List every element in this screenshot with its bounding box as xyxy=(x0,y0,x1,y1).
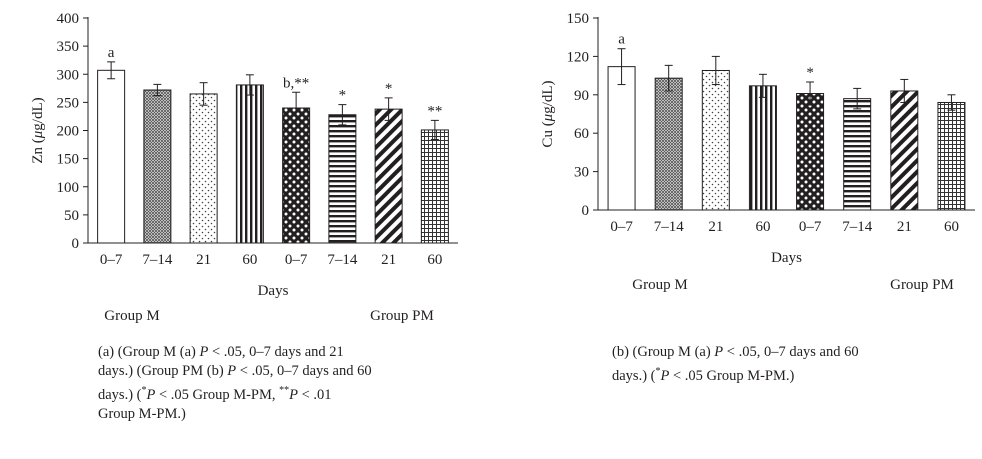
bar xyxy=(843,98,872,211)
category-label: 7–14 xyxy=(327,252,358,268)
significance-label: b,** xyxy=(283,75,309,91)
y-tick-label: 0 xyxy=(72,236,80,252)
bar xyxy=(143,89,172,244)
y-tick-label: 150 xyxy=(57,152,80,168)
category-label: 21 xyxy=(381,252,396,268)
bar xyxy=(748,85,777,211)
copper-chart-caption: (b) (Group M (a) P < .05, 0–7 days and 6… xyxy=(612,343,942,386)
category-label: 7–14 xyxy=(142,252,173,268)
caption-label: (b) xyxy=(612,344,633,360)
caption-line: Group M-PM.) xyxy=(98,405,186,422)
caption-line: days.) (*P < .05 Group M-PM, **P < .01 xyxy=(98,385,332,403)
caption-label: (a) xyxy=(98,344,118,360)
zinc-chart: 0 50 100 150 200 250 300 350 400 a 0–7 7–14 21 60 b,**… xyxy=(30,11,458,324)
significance-label: * xyxy=(806,65,814,81)
category-label: 0–7 xyxy=(285,252,308,268)
group-label: Group M xyxy=(104,308,159,324)
category-label: 21 xyxy=(897,219,912,235)
caption-line: (b) (Group M (a) P < .05, 0–7 days and 6… xyxy=(612,344,859,360)
y-axis-label: Zn (μg/dL) xyxy=(30,97,46,163)
category-label: 7–14 xyxy=(654,219,685,235)
bar xyxy=(328,114,357,244)
category-label: 60 xyxy=(755,219,770,235)
y-tick-label: 350 xyxy=(57,39,80,55)
bar xyxy=(607,66,636,211)
y-tick-label: 0 xyxy=(582,203,590,219)
x-axis-label: Days xyxy=(771,250,802,266)
y-tick-label: 120 xyxy=(567,49,590,65)
y-axis-label: Cu (μg/dL) xyxy=(540,80,556,147)
bar xyxy=(937,101,966,211)
y-tick-label: 400 xyxy=(57,11,80,27)
category-label: 60 xyxy=(242,252,257,268)
bar xyxy=(890,90,919,211)
bar xyxy=(282,107,311,244)
category-label: 0–7 xyxy=(610,219,633,235)
significance-label: * xyxy=(339,88,347,104)
category-label: 21 xyxy=(708,219,723,235)
caption-line: days.) (*P < .05 Group M-PM.) xyxy=(612,366,795,384)
bar xyxy=(189,93,218,244)
y-tick-label: 250 xyxy=(57,95,80,111)
bar xyxy=(97,69,126,244)
bar xyxy=(235,84,264,244)
y-tick-label: 90 xyxy=(574,88,589,104)
category-label: 60 xyxy=(427,252,442,268)
group-label: Group M xyxy=(632,277,687,293)
category-label: 60 xyxy=(944,219,959,235)
y-tick-label: 150 xyxy=(567,11,590,27)
y-tick-label: 100 xyxy=(57,180,80,196)
bar xyxy=(701,69,730,211)
group-label: Group PM xyxy=(890,277,954,293)
zinc-chart-caption: (a) (Group M (a) P < .05, 0–7 days and 2… xyxy=(98,343,428,424)
category-label: 7–14 xyxy=(842,219,873,235)
caption-line: days.) (Group PM (b) P < .05, 0–7 days a… xyxy=(98,363,372,379)
bar xyxy=(374,108,403,244)
bar xyxy=(420,129,449,244)
x-axis-label: Days xyxy=(258,283,289,299)
group-label: Group PM xyxy=(370,308,434,324)
y-tick-label: 50 xyxy=(64,208,79,224)
significance-label: a xyxy=(108,45,115,61)
significance-label: a xyxy=(618,32,625,48)
y-tick-label: 300 xyxy=(57,67,80,83)
bar xyxy=(654,77,683,211)
caption-line: (a) (Group M (a) P < .05, 0–7 days and 2… xyxy=(98,344,344,360)
y-tick-label: 200 xyxy=(57,124,80,140)
significance-label: ** xyxy=(427,103,442,119)
significance-label: * xyxy=(385,81,393,97)
category-label: 21 xyxy=(196,252,211,268)
y-tick-label: 60 xyxy=(574,126,589,142)
category-label: 0–7 xyxy=(799,219,822,235)
category-label: 0–7 xyxy=(100,252,123,268)
bar xyxy=(796,93,825,211)
y-tick-label: 30 xyxy=(574,165,589,181)
